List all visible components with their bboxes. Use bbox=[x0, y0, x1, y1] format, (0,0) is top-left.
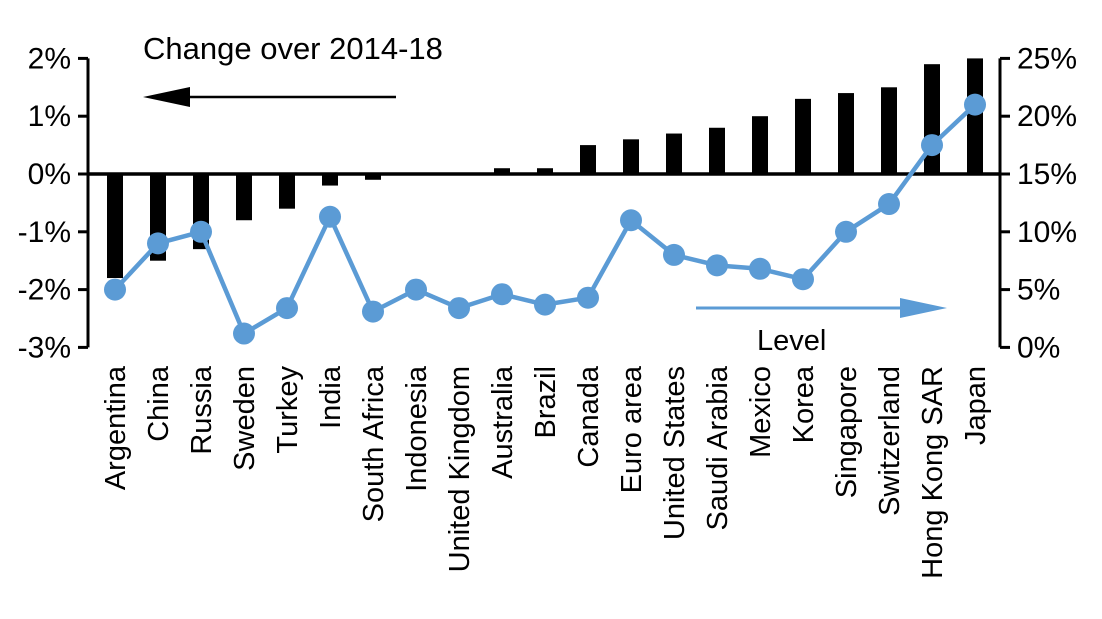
level-line-series bbox=[104, 93, 986, 345]
level-point bbox=[749, 257, 771, 280]
bar bbox=[666, 133, 682, 174]
left-axis: 2% 1% 0% -1% -2% -3% bbox=[18, 42, 90, 364]
level-point bbox=[491, 283, 513, 306]
level-point bbox=[620, 209, 642, 232]
category-label: Indonesia bbox=[401, 365, 433, 492]
bars-annotation-arrow bbox=[143, 87, 396, 107]
bar bbox=[537, 168, 553, 174]
bar bbox=[580, 145, 596, 174]
bar bbox=[838, 93, 854, 174]
category-label: Korea bbox=[788, 365, 820, 443]
left-axis-tick-label: -2% bbox=[18, 274, 71, 307]
level-point bbox=[319, 205, 341, 228]
bar bbox=[709, 127, 725, 174]
level-point bbox=[878, 193, 900, 216]
bar bbox=[752, 116, 768, 174]
category-label: United Kingdom bbox=[444, 366, 476, 572]
category-label: India bbox=[315, 365, 347, 429]
right-axis-tick-label: 25% bbox=[1017, 42, 1077, 75]
right-axis-tick-label: 5% bbox=[1017, 274, 1060, 307]
right-axis-tick-label: 0% bbox=[1017, 331, 1060, 364]
bar bbox=[967, 58, 983, 174]
level-point bbox=[405, 278, 427, 301]
category-label: Mexico bbox=[745, 366, 777, 458]
category-labels: Argentina China Russia Sweden Turkey India Sou… bbox=[100, 365, 992, 579]
bars-series bbox=[107, 58, 983, 279]
category-label: China bbox=[143, 365, 175, 442]
level-point bbox=[706, 254, 728, 277]
level-point bbox=[104, 278, 126, 301]
right-axis: 25% 20% 15% 10% 5% 0% bbox=[998, 42, 1077, 364]
category-label: Argentina bbox=[100, 365, 132, 490]
level-point bbox=[577, 286, 599, 309]
bar bbox=[924, 64, 940, 174]
level-point bbox=[964, 93, 986, 116]
category-label: Russia bbox=[186, 365, 218, 455]
level-point bbox=[921, 134, 943, 157]
bar bbox=[623, 139, 639, 174]
level-point bbox=[190, 220, 212, 243]
category-label: Turkey bbox=[272, 366, 304, 454]
level-point bbox=[792, 268, 814, 291]
right-axis-tick-label: 20% bbox=[1017, 100, 1077, 133]
line-series-annotation: Level bbox=[757, 325, 827, 357]
category-label: United States bbox=[659, 366, 691, 540]
bar bbox=[365, 174, 381, 180]
left-axis-tick-label: 2% bbox=[28, 42, 71, 75]
level-point bbox=[835, 220, 857, 243]
left-axis-tick-label: -1% bbox=[18, 216, 71, 249]
bar bbox=[881, 87, 897, 174]
bar bbox=[236, 174, 252, 221]
left-arrow-head bbox=[143, 87, 190, 107]
category-label: Hong Kong SAR bbox=[917, 366, 949, 579]
category-label: Euro area bbox=[616, 365, 648, 493]
left-axis-tick-label: 1% bbox=[28, 100, 71, 133]
right-axis-tick-label: 15% bbox=[1017, 158, 1077, 191]
level-point bbox=[276, 297, 298, 320]
level-point bbox=[534, 293, 556, 316]
level-point bbox=[362, 300, 384, 323]
level-point bbox=[233, 322, 255, 345]
bars-series-annotation: Change over 2014-18 bbox=[143, 31, 443, 66]
category-label: South Africa bbox=[358, 365, 390, 522]
level-point bbox=[147, 232, 169, 255]
category-label: Canada bbox=[573, 365, 605, 467]
level-point bbox=[448, 297, 470, 320]
bar bbox=[494, 168, 510, 174]
bar bbox=[279, 174, 295, 209]
category-label: Saudi Arabia bbox=[702, 365, 734, 530]
category-label: Australia bbox=[487, 365, 519, 479]
category-label: Brazil bbox=[530, 366, 562, 439]
category-label: Sweden bbox=[229, 366, 261, 471]
right-axis-tick-label: 10% bbox=[1017, 216, 1077, 249]
category-label: Japan bbox=[960, 366, 992, 445]
bar bbox=[107, 174, 123, 279]
category-label: Switzerland bbox=[874, 366, 906, 516]
left-axis-tick-label: -3% bbox=[18, 331, 71, 364]
right-arrow-head bbox=[900, 298, 947, 318]
bar bbox=[795, 98, 811, 174]
bar bbox=[322, 174, 338, 186]
level-annotation-arrow bbox=[696, 298, 947, 318]
level-point bbox=[663, 243, 685, 266]
category-label: Singapore bbox=[831, 366, 863, 498]
left-axis-tick-label: 0% bbox=[28, 158, 71, 191]
